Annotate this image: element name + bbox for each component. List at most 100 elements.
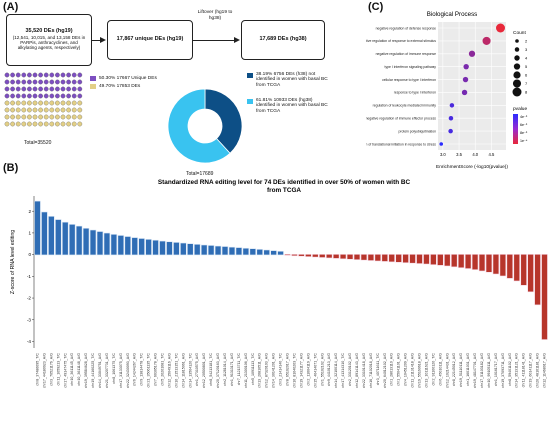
bar (347, 254, 353, 259)
bar (152, 240, 159, 255)
bar (375, 254, 381, 261)
bar (83, 228, 89, 255)
waffle-cell-des (71, 121, 77, 127)
waffle-legend-label-des: 49.70% 17853 DEs (99, 84, 141, 89)
barchart-ytick-label: 0 (28, 252, 31, 257)
bar (521, 254, 527, 286)
size-legend-dot (514, 55, 520, 61)
waffle-cell-des (4, 114, 10, 120)
waffle-cell-des (15, 121, 21, 127)
waffle-cell-unique (60, 86, 66, 92)
bar (361, 254, 367, 260)
bar-category-label: chr14_32100114_A/G (334, 353, 338, 388)
color-legend-title: pvalue (513, 106, 527, 112)
bar (41, 212, 48, 255)
bar-category-label: chr4_10451209_A/G (404, 353, 408, 386)
waffle-cell-des (49, 121, 55, 127)
bar-category-label: chr20_48161181_A/G (536, 353, 540, 388)
bar-category-label: chr5_20201081_T/C (161, 353, 165, 386)
bar-category-label: chr17_31133075_A/G (119, 353, 123, 388)
waffle-cell-des (38, 114, 43, 120)
bar (48, 216, 55, 255)
panel-c-letter: (C) (368, 1, 384, 13)
bar-category-label: chr22_33101418_A/G (362, 353, 366, 388)
bar (291, 254, 298, 256)
waffle-cell-unique (10, 79, 15, 85)
bar-category-label: chr3_21414140_T/C (279, 353, 283, 386)
waffle-cell-des (27, 107, 32, 113)
size-legend-dot (513, 71, 521, 79)
waffle-cell-unique (38, 79, 43, 85)
color-legend-label: 1e⁻⁴ (520, 139, 528, 143)
waffle-legend-swatch-unique (90, 76, 96, 82)
waffle-cell-unique (32, 72, 38, 78)
waffle-cell-unique (49, 93, 55, 99)
waffle-cell-des (38, 121, 43, 127)
bar (104, 233, 110, 255)
flow-box-hg38-des: 17,689 DEs (hg38) (241, 20, 325, 60)
waffle-cell-unique (55, 79, 60, 85)
waffle-cell-des (43, 114, 49, 120)
bar (472, 254, 478, 270)
bar (298, 254, 305, 256)
color-legend-label: 6e⁻⁵ (520, 123, 528, 127)
bar-category-label: chr19_55160618_A/G (418, 353, 422, 388)
donut-chart (167, 88, 243, 164)
flow-box-hg38-des-text: 17,689 DEs (hg38) (259, 36, 307, 43)
panel-a-letter: (A) (3, 1, 19, 13)
bar-category-label: chr1_28613110_A/G (390, 353, 394, 386)
bar (382, 254, 388, 262)
bar (277, 251, 284, 255)
dotplot-panel-bg (438, 22, 506, 150)
waffle-cell-des (55, 121, 60, 127)
size-legend-title: Count (513, 30, 526, 36)
bar-category-label: chr2_33120102_A/G (348, 353, 352, 386)
size-legend-label: 5 (525, 64, 528, 69)
bar (118, 235, 124, 255)
waffle-cell-des (49, 107, 55, 113)
bar (333, 254, 339, 259)
bar-category-label: chr13_10111621_A/G (424, 353, 428, 388)
bar (541, 254, 548, 340)
bar (222, 246, 228, 255)
bar-category-label: chr1_91313171_A/G (230, 353, 234, 386)
waffle-cell-unique (66, 93, 71, 99)
panel-b-letter: (B) (3, 162, 19, 174)
waffle-cell-unique (55, 86, 60, 92)
donut-legend-swatch-identified (247, 99, 253, 104)
bar-category-label: chr10_99105111_A/G (487, 353, 491, 388)
bar-category-label: chr12_20500801_A/G (202, 353, 206, 388)
bar-category-label: chr19_44160225_T/C (91, 353, 95, 388)
bar (451, 254, 457, 267)
bar-category-label: chr17_41314310_T/C (341, 353, 345, 388)
waffle-chart (4, 72, 83, 127)
bar (180, 243, 186, 255)
waffle-cell-unique (66, 86, 71, 92)
bar-category-label: chr11_21131418_A/G (411, 353, 415, 388)
dotplot-term-label: negative regulation of response to exter… (366, 39, 436, 43)
bar-category-label: chr16_81040203_T/C (292, 353, 296, 388)
bar-category-label: chr12_87320103_A/G (265, 353, 269, 388)
bar-category-label: chr19_14321177_A/G (299, 353, 303, 388)
waffle-cell-des (49, 114, 55, 120)
bar-category-label: chr8_1061375_T/C (112, 353, 116, 384)
bar (479, 254, 485, 271)
waffle-cell-unique (60, 93, 66, 99)
barchart-ytick-label: -3 (27, 317, 32, 322)
waffle-cell-des (10, 121, 15, 127)
waffle-cell-unique (21, 79, 27, 85)
waffle-cell-unique (15, 72, 21, 78)
bar-category-label: chr9_44101213_A/G (327, 353, 331, 386)
bar (409, 254, 416, 263)
donut-slice-not-identified (204, 88, 243, 154)
dotplot-title: Biological Process (427, 11, 478, 18)
flow-box-unique-des: 17,867 unique DEs (hg19) (107, 20, 193, 60)
bar-category-label: chr7_60305178_A/G (154, 353, 158, 386)
waffle-cell-unique (4, 72, 10, 78)
bar (465, 254, 471, 269)
bar-category-label: chr2_11281014_A/G (223, 353, 227, 386)
donut-total: Total=17689 (186, 171, 214, 177)
waffle-cell-des (77, 121, 83, 127)
waffle-cell-des (27, 114, 32, 120)
bar-category-label: chr14_35131121_A/G (515, 353, 519, 388)
